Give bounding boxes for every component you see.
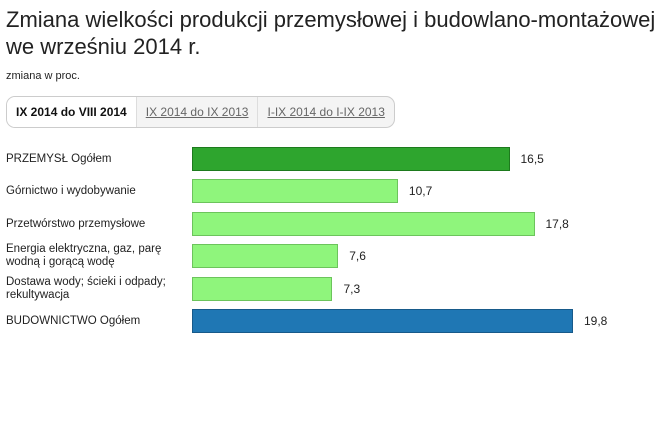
chart-subtitle: zmiana w proc. <box>6 70 80 82</box>
category-label: Przetwórstwo przemysłowe <box>6 217 146 230</box>
bar <box>192 147 510 171</box>
data-label: 16,5 <box>520 152 544 166</box>
data-label: 7,3 <box>343 281 361 296</box>
bar <box>192 211 535 236</box>
data-label: 10,7 <box>408 184 433 199</box>
category-label: Górnictwo i wydobywanie <box>6 185 136 198</box>
category-label: BUDOWNICTWO Ogółem <box>6 315 141 327</box>
category-label: Dostawa wody; ścieki i odpady; rekultywa… <box>6 275 166 301</box>
data-label: 17,8 <box>545 216 569 231</box>
chart-title: Zmiana wielkości produkcji przemysłowej … <box>6 7 656 59</box>
category-label: Energia elektryczna, gaz, parę wodną i g… <box>6 243 162 269</box>
data-label: 7,6 <box>349 249 366 264</box>
bar <box>192 179 398 204</box>
tab-ix-2014-do-viii-2014[interactable]: IX 2014 do VIII 2014 <box>7 97 136 127</box>
bar <box>192 309 573 333</box>
tab-i-ix-2014-do-i-ix-2013[interactable]: I-IX 2014 do I-IX 2013 <box>257 97 393 127</box>
tab-ix-2014-do-ix-2013[interactable]: IX 2014 do IX 2013 <box>135 97 258 127</box>
category-label: PRZEMYSŁ Ogółem <box>6 153 112 165</box>
data-label: 19,8 <box>584 314 608 328</box>
bar <box>192 244 339 269</box>
bar <box>192 276 333 301</box>
period-tabs: IX 2014 do VIII 2014 IX 2014 do IX 2013 … <box>6 96 395 128</box>
